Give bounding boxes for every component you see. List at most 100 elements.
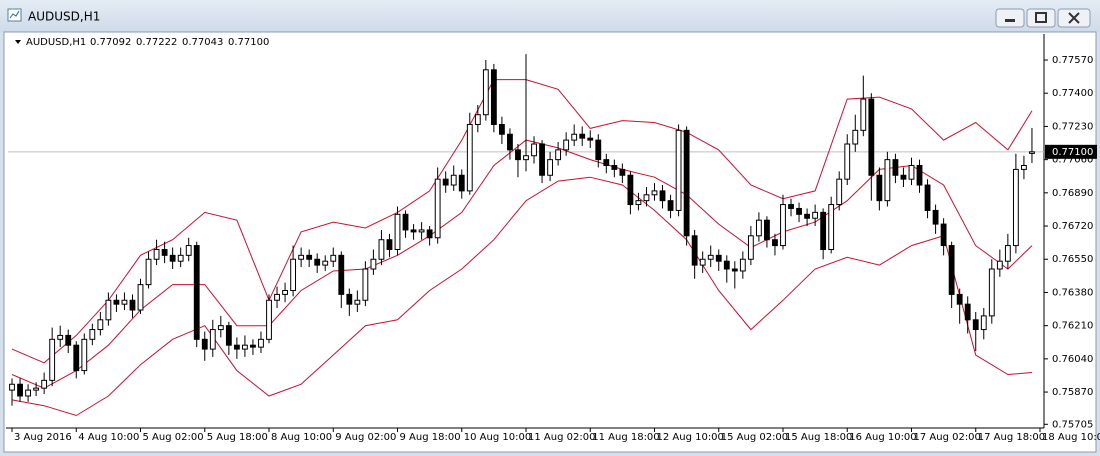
x-tick-label: 10 Aug 10:00 <box>464 432 531 443</box>
candle-body <box>884 159 891 202</box>
candle-body <box>9 383 15 391</box>
menu-arrow <box>15 40 21 44</box>
candle-body <box>209 329 216 350</box>
candle-body <box>1029 151 1035 154</box>
ohlc-value: 0.77043 <box>182 37 223 48</box>
y-tick-label: 0.76550 <box>1052 254 1093 265</box>
candle-body <box>426 229 433 239</box>
candle-body <box>523 155 529 161</box>
ohlc-value: 0.77100 <box>228 37 269 48</box>
candle-body <box>643 194 650 202</box>
candle-body <box>402 213 409 231</box>
candle-body <box>948 245 955 295</box>
candle-body <box>715 254 722 262</box>
x-tick-label: 11 Aug 02:00 <box>528 432 595 443</box>
candle-body <box>378 239 385 260</box>
candle-body <box>804 213 810 219</box>
x-tick-label: 11 Aug 18:00 <box>592 432 659 443</box>
candle-body <box>667 200 674 211</box>
candle-body <box>434 178 441 239</box>
x-tick-label: 12 Aug 10:00 <box>656 432 723 443</box>
symbol-label: AUDUSD,H1 <box>26 37 86 48</box>
x-tick-label: 5 Aug 02:00 <box>143 432 204 443</box>
y-tick-label: 0.77400 <box>1052 88 1093 99</box>
candle-body <box>322 260 329 266</box>
bollinger-lower <box>11 176 1033 417</box>
candle-body <box>73 344 80 372</box>
candle-body <box>812 211 819 219</box>
candle-body <box>298 254 305 260</box>
x-tick-label: 9 Aug 18:00 <box>400 432 461 443</box>
last-price-label: 0.77100 <box>1052 147 1093 158</box>
candle-body <box>233 344 240 350</box>
y-tick-label: 0.76210 <box>1052 321 1093 332</box>
candle-body <box>828 204 835 250</box>
candle-body <box>306 254 313 260</box>
candle-body <box>547 159 554 176</box>
candle-body <box>908 164 915 180</box>
candle-body <box>924 184 931 211</box>
candle-body <box>113 299 120 305</box>
candle-body <box>274 293 280 301</box>
y-tick-label: 0.75870 <box>1052 387 1093 398</box>
candle-body <box>988 268 995 317</box>
last-price-box <box>1045 144 1097 159</box>
candle-body <box>772 239 778 247</box>
x-tick-label: 15 Aug 02:00 <box>721 432 788 443</box>
candle-body <box>282 289 288 295</box>
candle-body <box>169 254 176 262</box>
candle-body <box>290 258 297 291</box>
candle-body <box>354 299 361 305</box>
candle-body <box>820 211 827 250</box>
candle-body <box>651 190 658 196</box>
candle-body <box>482 69 489 116</box>
y-tick-label: 0.76890 <box>1052 188 1093 199</box>
candle-body <box>1021 164 1027 170</box>
candle-body <box>121 299 128 305</box>
candle-body <box>699 258 706 266</box>
x-tick-label: 9 Aug 02:00 <box>335 432 396 443</box>
candle-body <box>916 164 923 186</box>
candle-body <box>788 204 794 209</box>
candle-body <box>635 200 642 206</box>
candle-body <box>201 338 208 350</box>
x-tick-label: 3 Aug 2016 <box>14 432 72 443</box>
candle-body <box>225 325 232 346</box>
candle-body <box>1004 245 1011 262</box>
ohlc-info: 0.77092 0.77222 0.77043 0.77100 <box>90 37 269 48</box>
x-tick-label: 17 Aug 18:00 <box>978 432 1045 443</box>
candle-body <box>137 284 144 311</box>
candle-body <box>370 258 377 270</box>
candle-body <box>129 299 136 311</box>
candle-body <box>531 143 537 157</box>
window-title: AUDUSD,H1 <box>28 10 100 24</box>
candle-body <box>972 319 979 331</box>
candle-body <box>89 329 96 340</box>
candle-body <box>747 235 754 260</box>
candle-body <box>498 123 505 135</box>
candle-body <box>731 268 738 272</box>
close-button[interactable] <box>1057 8 1091 28</box>
minimize-button[interactable] <box>995 8 1025 28</box>
candle-body <box>153 248 160 260</box>
x-tick-label: 8 Aug 10:00 <box>271 432 332 443</box>
candle-body <box>932 209 939 225</box>
candle-body <box>242 344 248 350</box>
candle-body <box>707 254 714 260</box>
x-tick-label: 5 Aug 18:00 <box>207 432 268 443</box>
candle-body <box>466 123 473 192</box>
candle-body <box>619 168 626 176</box>
candle-body <box>764 219 770 241</box>
y-tick-label: 0.76720 <box>1052 221 1093 232</box>
candle-body <box>458 174 465 192</box>
restore-button[interactable] <box>1026 8 1056 28</box>
candle-body <box>980 315 987 331</box>
candle-body <box>217 325 224 331</box>
candle-body <box>507 133 513 151</box>
candle-body <box>145 258 152 286</box>
candle-body <box>490 69 497 125</box>
x-tick-label: 17 Aug 02:00 <box>913 432 980 443</box>
candle-body <box>659 190 666 202</box>
candle-body <box>57 334 64 340</box>
